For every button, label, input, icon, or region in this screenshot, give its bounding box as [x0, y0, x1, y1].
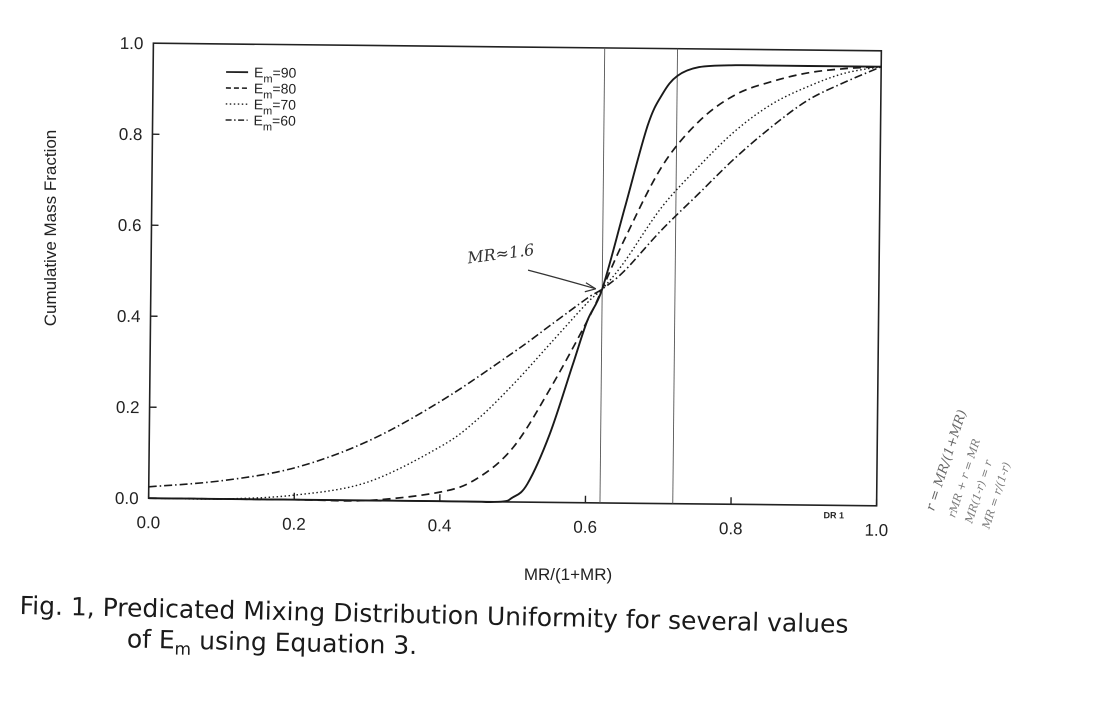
legend-item: Em=60 [225, 112, 296, 133]
caption-line-2-sub: m [174, 639, 192, 661]
legend-sub: m [263, 73, 272, 85]
figure-caption: Fig. 1, Predicated Mixing Distribution U… [19, 590, 1090, 677]
legend-label: E [254, 112, 264, 128]
y-tick-label: 0.6 [118, 216, 142, 235]
caption-line-2-start: of E [126, 624, 176, 655]
legend-sub: m [263, 105, 272, 117]
reference-lines [599, 47, 678, 504]
x-tick-label: 1.0 [864, 521, 888, 540]
y-tick-label: 1.0 [120, 34, 144, 53]
x-tick-label: 0.2 [282, 515, 306, 534]
handwritten-notes: r = MR/(1+MR) rMR + r = MR MR(1-r) = r M… [923, 408, 1013, 531]
legend-sub: m [263, 89, 272, 101]
legend-label: E [254, 64, 264, 80]
series-line-dashdot [148, 66, 882, 488]
annotation-arrow-head [584, 282, 597, 293]
annotation-arrow [527, 269, 597, 290]
legend-value: =70 [272, 96, 296, 112]
plot-frame [147, 42, 883, 507]
legend-value: =90 [273, 64, 297, 80]
legend-item: Em=70 [225, 96, 297, 117]
series-layer [148, 64, 882, 504]
mr-annotation: MR≈1.6 [465, 240, 535, 268]
x-tick-label: 0.4 [428, 516, 452, 535]
y-tick-label: 0.2 [116, 398, 140, 417]
svg-text:Em=90: Em=90 [254, 64, 297, 85]
x-axis-ticks: 0.0 0.2 0.4 0.6 0.8 1.0 [136, 491, 888, 540]
y-tick-label: 0.0 [115, 489, 139, 508]
legend-item: Em=80 [225, 80, 297, 101]
svg-text:Em=80: Em=80 [254, 80, 297, 101]
legend: Em=90 Em=80 Em=70 Em=60 [225, 64, 297, 133]
x-tick-label: 0.0 [136, 513, 160, 532]
x-tick-label: 0.8 [719, 519, 743, 538]
legend-item: Em=90 [226, 64, 297, 85]
caption-line-2-end: using Equation 3. [190, 626, 418, 661]
legend-value: =80 [272, 80, 296, 96]
y-tick-label: 0.4 [117, 307, 141, 326]
svg-text:Em=70: Em=70 [254, 96, 297, 117]
y-axis-ticks: 0.0 0.2 0.4 0.6 0.8 1.0 [115, 34, 161, 508]
legend-value: =60 [272, 112, 296, 128]
y-axis-title: Cumulative Mass Fraction [41, 130, 60, 327]
vertical-reference-line [599, 47, 606, 503]
x-tick-label: 0.6 [573, 518, 597, 537]
legend-sub: m [263, 121, 272, 133]
vertical-reference-line [672, 48, 678, 504]
legend-label: E [254, 96, 264, 112]
legend-label: E [254, 80, 264, 96]
series-line-dotted [148, 66, 882, 500]
y-tick-label: 0.8 [119, 125, 143, 144]
series-line-dashed [148, 65, 882, 502]
x-axis-title: MR/(1+MR) [524, 565, 612, 584]
chart: 0.0 0.2 0.4 0.6 0.8 1.0 0.0 0.2 0.4 0.6 0.8 1.0 MR… [41, 34, 1013, 584]
dr-label: DR 1 [823, 510, 844, 520]
svg-text:Em=60: Em=60 [253, 112, 296, 133]
